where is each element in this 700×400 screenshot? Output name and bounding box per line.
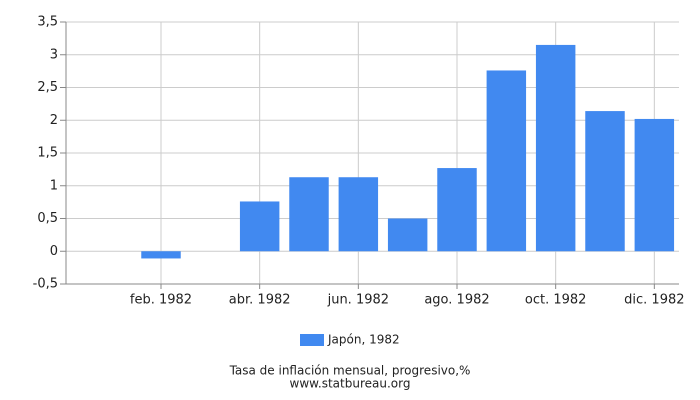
bar: [289, 177, 329, 252]
x-tick-label: abr. 1982: [229, 293, 291, 308]
bar: [585, 111, 625, 252]
source: www.statbureau.org: [290, 377, 411, 391]
x-tick-label: dic. 1982: [624, 293, 684, 308]
y-tick-label: 1,5: [37, 146, 58, 161]
y-tick-label: 2: [50, 113, 58, 128]
x-tick-label: jun. 1982: [327, 293, 389, 308]
y-tick-label: 3,5: [37, 15, 58, 30]
x-tick-label: feb. 1982: [130, 293, 192, 308]
x-tick-label: ago. 1982: [424, 293, 489, 308]
bar: [486, 70, 527, 252]
bar: [338, 177, 379, 252]
x-tick-label: oct. 1982: [525, 293, 587, 308]
bar: [239, 201, 280, 252]
y-tick-label: 3: [50, 47, 58, 62]
chart-title: Tasa de inflación mensual, progresivo,%: [229, 364, 471, 378]
legend-label: Japón, 1982: [327, 333, 400, 347]
y-tick-label: 2,5: [37, 80, 58, 95]
bar: [634, 118, 675, 252]
y-tick-label: 0: [50, 244, 58, 259]
bar: [387, 218, 428, 252]
y-tick-label: -0,5: [33, 277, 58, 292]
bar: [437, 168, 477, 252]
legend-swatch: [300, 334, 324, 346]
bar: [535, 44, 576, 252]
y-tick-label: 1: [50, 178, 58, 193]
y-tick-label: 0,5: [37, 211, 58, 226]
bar: [141, 251, 181, 259]
